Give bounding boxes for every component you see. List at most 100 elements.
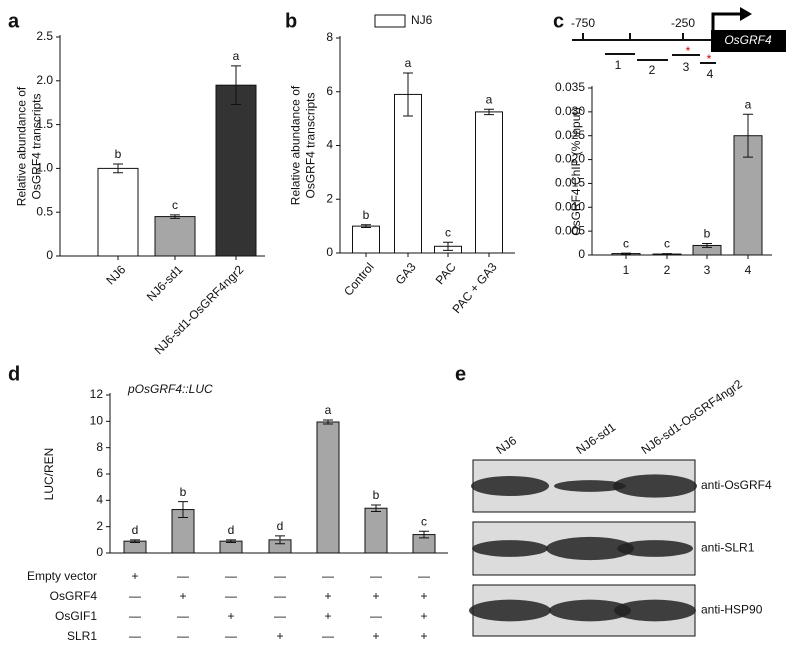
- condition-cell: —: [370, 609, 382, 623]
- error-bar: [275, 535, 285, 545]
- y-axis-label: LUC/REN: [42, 448, 56, 501]
- x-tick-label: 4: [745, 263, 752, 277]
- significance-letter: d: [228, 523, 235, 537]
- y-axis-label: OsGRF4 ChIP (% input): [569, 107, 583, 235]
- antibody-label: anti-SLR1: [701, 541, 755, 555]
- significance-letter: a: [745, 97, 752, 111]
- y-tick-label: 0.030: [555, 104, 585, 118]
- blot-band: [549, 599, 631, 622]
- error-bar: [178, 501, 188, 518]
- antibody-label: anti-OsGRF4: [701, 478, 772, 492]
- blot-band: [472, 540, 548, 557]
- gene-box: [711, 30, 786, 52]
- bar: [364, 507, 388, 554]
- fragment-label: 2: [649, 63, 656, 77]
- significance-letter: b: [363, 208, 370, 222]
- tss-arrow: [711, 12, 742, 30]
- significance-letter: c: [172, 198, 178, 212]
- error-bar: [419, 530, 429, 539]
- bar: [316, 421, 340, 554]
- fragment-label: 3: [683, 60, 690, 74]
- panel-label: c: [553, 10, 564, 32]
- y-tick-label: 0.010: [555, 199, 585, 213]
- condition-label: SLR1: [67, 629, 97, 643]
- condition-cell: +: [324, 609, 331, 623]
- significance-letter: c: [445, 225, 451, 239]
- significance-letter: b: [180, 485, 187, 499]
- error-bar: [403, 72, 413, 117]
- blot-band: [469, 599, 551, 622]
- error-bar: [231, 65, 241, 105]
- asterisk: *: [707, 52, 712, 66]
- error-bar: [743, 113, 753, 158]
- y-tick-label: 10: [90, 414, 104, 428]
- condition-cell: +: [131, 569, 138, 583]
- significance-letter: c: [421, 514, 427, 528]
- condition-cell: —: [225, 589, 237, 603]
- y-axis-label: OsGRF4 transcripts: [304, 92, 318, 198]
- significance-letter: d: [132, 523, 139, 537]
- bar: [97, 167, 139, 257]
- y-tick-label: 0.5: [36, 204, 53, 218]
- bar: [215, 84, 257, 257]
- y-tick-label: 0: [326, 245, 333, 259]
- y-tick-label: 2.5: [36, 29, 53, 43]
- y-tick-label: 0: [578, 247, 585, 261]
- error-bar: [371, 504, 381, 513]
- condition-label: Empty vector: [27, 569, 97, 583]
- blot-band: [471, 476, 549, 496]
- legend-swatch: [374, 14, 406, 28]
- condition-cell: —: [177, 609, 189, 623]
- position-label: -750: [571, 16, 595, 30]
- condition-cell: —: [274, 609, 286, 623]
- y-tick-label: 6: [326, 84, 333, 98]
- bar: [475, 111, 503, 254]
- y-tick-label: 6: [96, 466, 103, 480]
- y-tick-label: 0.005: [555, 223, 585, 237]
- significance-letter: a: [405, 56, 412, 70]
- arrow-head: [740, 7, 752, 21]
- y-tick-label: 2: [326, 191, 333, 205]
- significance-letter: d: [277, 519, 284, 533]
- error-bar: [443, 241, 453, 251]
- y-tick-label: 0: [46, 248, 53, 262]
- x-tick-label: 3: [704, 263, 711, 277]
- significance-letter: a: [325, 403, 332, 417]
- bar: [154, 216, 196, 257]
- condition-cell: —: [274, 569, 286, 583]
- condition-cell: +: [372, 589, 379, 603]
- blot-band: [554, 480, 626, 492]
- y-tick-label: 4: [96, 493, 103, 507]
- condition-cell: —: [274, 589, 286, 603]
- condition-cell: —: [129, 629, 141, 643]
- condition-cell: —: [370, 569, 382, 583]
- blot-band: [613, 474, 697, 498]
- significance-letter: a: [233, 49, 240, 63]
- panel-label: e: [455, 363, 466, 385]
- subtitle: pOsGRF4::LUC: [127, 382, 213, 396]
- error-bar: [170, 214, 180, 219]
- condition-cell: —: [225, 569, 237, 583]
- condition-cell: +: [420, 589, 427, 603]
- condition-cell: —: [177, 629, 189, 643]
- condition-label: OsGIF1: [55, 609, 97, 623]
- condition-cell: —: [225, 629, 237, 643]
- significance-letter: c: [623, 236, 629, 250]
- error-bar: [113, 163, 123, 174]
- bar: [394, 93, 422, 254]
- panel-label: a: [8, 10, 20, 32]
- y-tick-label: 0.025: [555, 128, 585, 142]
- condition-cell: —: [177, 569, 189, 583]
- significance-letter: b: [115, 147, 122, 161]
- condition-cell: +: [420, 629, 427, 643]
- y-tick-label: 8: [96, 440, 103, 454]
- error-bar: [702, 243, 712, 248]
- y-tick-label: 1.5: [36, 117, 53, 131]
- error-bar: [323, 419, 333, 425]
- y-tick-label: 2: [96, 519, 103, 533]
- significance-letter: b: [373, 488, 380, 502]
- y-tick-label: 12: [90, 387, 104, 401]
- legend-label: NJ6: [411, 13, 433, 27]
- condition-cell: —: [129, 589, 141, 603]
- antibody-label: anti-HSP90: [701, 603, 763, 617]
